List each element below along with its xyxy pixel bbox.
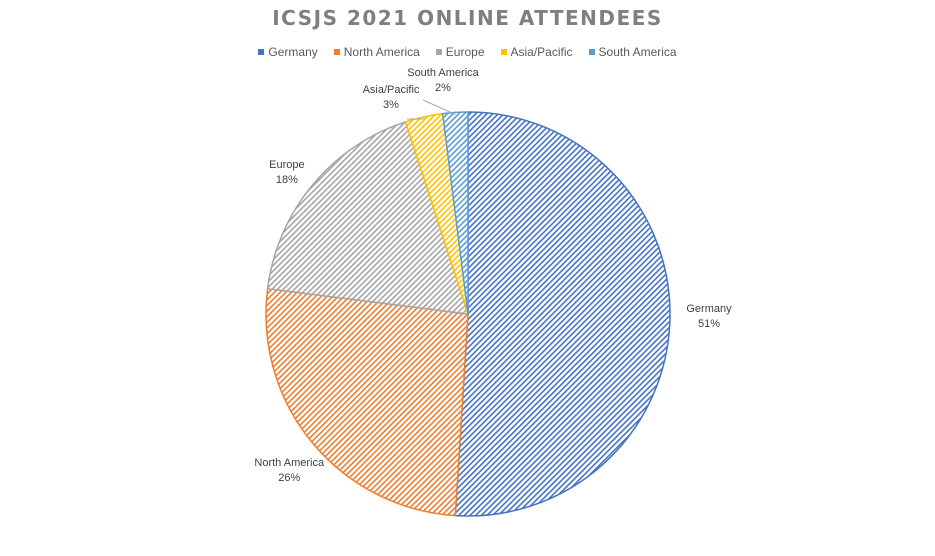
- slice-label-percent: 2%: [435, 82, 451, 94]
- slice-label-name: North America: [254, 456, 325, 469]
- legend-item-europe: Europe: [435, 45, 485, 59]
- legend-label-europe: Europe: [445, 45, 485, 59]
- chart-legend: Germany North America Europe Asia/Pacific So…: [0, 45, 935, 59]
- legend-item-south-america: South America: [588, 45, 677, 59]
- slice-label-name: Europe: [269, 159, 305, 172]
- legend-item-asia-pacific: Asia/Pacific: [500, 45, 573, 59]
- legend-label-north-america: North America: [343, 45, 420, 59]
- chart-title: ICSJS 2021 ONLINE ATTENDEES: [272, 6, 663, 30]
- legend-swatch-europe: [435, 49, 442, 55]
- legend-label-germany: Germany: [268, 45, 318, 59]
- leader-line-south-america: [422, 99, 456, 115]
- slice-label-south-america: South America 2%: [407, 66, 479, 96]
- slice-label-name: South America: [407, 67, 479, 79]
- legend-item-north-america: North America: [333, 45, 420, 59]
- slice-label-germany: Germany 51%: [686, 302, 731, 332]
- pie-slice-south-america: [441, 111, 469, 315]
- slice-label-name: Germany: [686, 303, 732, 315]
- legend-swatch-asia-pacific: [500, 49, 507, 55]
- slice-label-percent: 51%: [697, 318, 721, 330]
- slice-label-percent: 18%: [275, 174, 298, 187]
- slice-label-name: Asia/Pacific: [362, 84, 420, 96]
- legend-swatch-north-america: [333, 49, 340, 55]
- legend-label-south-america: South America: [598, 45, 677, 59]
- slice-label-north-america: North America 26%: [254, 456, 324, 486]
- legend-label-asia-pacific: Asia/Pacific: [510, 45, 573, 59]
- slice-label-percent: 3%: [383, 99, 399, 111]
- slice-label-asia-pacific: Asia/Pacific 3%: [363, 83, 420, 113]
- pie-slice-europe: [266, 120, 470, 315]
- slice-label-percent: 26%: [278, 471, 301, 484]
- pie-slice-germany: [454, 111, 671, 517]
- legend-swatch-germany: [258, 49, 265, 55]
- slice-label-europe: Europe 18%: [269, 158, 304, 188]
- legend-item-germany: Germany: [258, 45, 318, 59]
- legend-swatch-south-america: [588, 49, 595, 55]
- pie-slice-north-america: [265, 287, 469, 517]
